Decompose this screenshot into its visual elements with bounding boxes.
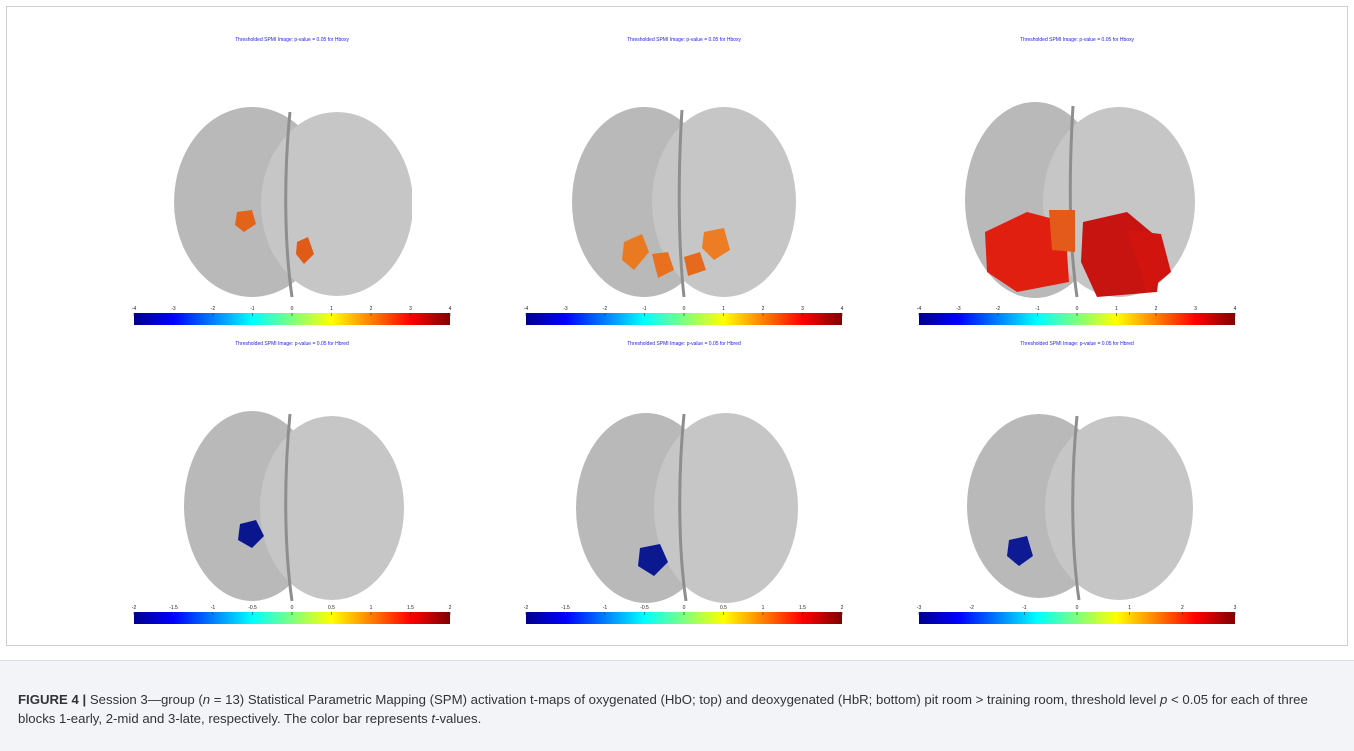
- colorbar-tick-label: -1: [211, 605, 216, 611]
- colorbar-tick-label: -1.5: [169, 605, 178, 611]
- panel-hbr-early: Thresholded SPMI Image: p-value = 0.05 f…: [102, 341, 482, 641]
- colorbar-tick-label: -3: [171, 306, 176, 312]
- colorbar-tick-label: -4: [524, 306, 528, 312]
- panel-title: Thresholded SPMI Image: p-value = 0.05 f…: [627, 341, 741, 347]
- colorbar-tick-label: 1.5: [407, 605, 414, 611]
- colorbar-tick-label: -4: [917, 306, 921, 312]
- colorbar-tick-label: -4: [132, 306, 136, 312]
- colorbar-tick-label: -0.5: [248, 605, 257, 611]
- brain-render: [572, 107, 796, 298]
- activation-region: [1049, 210, 1075, 252]
- colorbar-tick-label: -1: [642, 306, 647, 312]
- activation-region: [238, 520, 264, 548]
- caption-text: < 0.05 for each of three blocks 1-early,…: [18, 692, 1308, 726]
- panel-title: Thresholded SPMI Image: p-value = 0.05 f…: [234, 37, 350, 43]
- panel-title: Thresholded SPMI Image: p-value = 0.05 f…: [626, 37, 742, 43]
- colorbar-tick-label: -2: [524, 605, 528, 611]
- colorbar: -3 -2 -1 0 1 2 3: [917, 605, 1237, 624]
- colorbar-tick-label: 0.5: [328, 605, 335, 611]
- colorbar-tick-label: 2: [1181, 605, 1184, 611]
- brain-render: [965, 102, 1195, 298]
- colorbar-tick-label: 0: [1076, 306, 1079, 312]
- panel-hbr-mid: Thresholded SPMI Image: p-value = 0.05 f…: [494, 341, 874, 641]
- colorbar-tick-label: 2: [1155, 306, 1158, 312]
- colorbar-tick-label: 2: [449, 605, 452, 611]
- brain-render: [576, 413, 798, 603]
- colorbar-tick-label: 2: [762, 306, 765, 312]
- colorbar-tick-label: -3: [563, 306, 568, 312]
- colorbar-tick-label: 3: [1194, 306, 1197, 312]
- brain-render: [174, 107, 412, 298]
- panel-hbo-mid: Thresholded SPMI Image: p-value = 0.05 f…: [494, 37, 874, 337]
- colorbar-tick-label: -2: [996, 306, 1001, 312]
- brain-render: [184, 411, 404, 602]
- colorbar-tick-label: -3: [956, 306, 961, 312]
- colorbar-tick-label: 2: [841, 605, 844, 611]
- activation-region: [702, 228, 730, 260]
- colorbar-tick-label: 0: [291, 306, 294, 312]
- colorbar-tick-label: -1: [1035, 306, 1040, 312]
- activation-region: [652, 252, 674, 278]
- activation-region: [985, 212, 1069, 292]
- activation-region: [684, 252, 706, 276]
- colorbar-tick-label: 3: [409, 306, 412, 312]
- colorbar-tick-label: -2: [211, 306, 216, 312]
- activation-region: [622, 234, 649, 270]
- colorbar-tick-label: -1: [1022, 605, 1027, 611]
- panel-hbr-late: Thresholded SPMI Image: p-value = 0.05 f…: [887, 341, 1267, 641]
- colorbar-tick-label: 1: [722, 306, 725, 312]
- colorbar-tick-label: -1: [250, 306, 255, 312]
- caption-p: p: [1160, 692, 1168, 707]
- colorbar-tick-label: 1: [762, 605, 765, 611]
- colorbar-tick-label: 3: [801, 306, 804, 312]
- colorbar-tick-label: 0: [683, 605, 686, 611]
- colorbar-tick-label: 1: [1115, 306, 1118, 312]
- colorbar-tick-label: 4: [449, 306, 452, 312]
- colorbar-tick-label: 0.5: [720, 605, 727, 611]
- caption-text: -values.: [435, 711, 482, 726]
- brain-render: [967, 414, 1193, 601]
- colorbar-tick-label: 4: [841, 306, 844, 312]
- panel-title: Thresholded SPMI Image: p-value = 0.05 f…: [1020, 341, 1134, 347]
- colorbar-tick-label: 1: [330, 306, 333, 312]
- activation-region: [638, 544, 668, 576]
- colorbar-tick-label: -0.5: [640, 605, 649, 611]
- activation-region: [1007, 536, 1033, 566]
- colorbar-tick-label: -2: [969, 605, 974, 611]
- colorbar-tick-label: 4: [1234, 306, 1237, 312]
- caption-background: [0, 660, 1354, 751]
- colorbar: -4 -3 -2 -1 0 1 2 3 4: [524, 306, 844, 325]
- panel-title: Thresholded SPMI Image: p-value = 0.05 f…: [1019, 37, 1135, 43]
- colorbar: -4 -3 -2 -1 0 1 2 3 4: [132, 306, 452, 325]
- panel-hbo-early: Thresholded SPMI Image: p-value = 0.05 f…: [102, 37, 482, 337]
- colorbar-tick-label: 1.5: [799, 605, 806, 611]
- colorbar-tick-label: -1: [603, 605, 608, 611]
- colorbar: -4 -3 -2 -1 0 1 2 3 4: [917, 306, 1237, 325]
- colorbar-tick-label: 1: [370, 605, 373, 611]
- colorbar-tick-label: -2: [603, 306, 608, 312]
- colorbar-tick-label: -1.5: [561, 605, 570, 611]
- colorbar-tick-label: -3: [917, 605, 921, 611]
- figure-label: FIGURE 4 |: [18, 692, 87, 707]
- colorbar-tick-label: 0: [291, 605, 294, 611]
- colorbar-tick-label: 3: [1234, 605, 1237, 611]
- activation-region: [1127, 230, 1171, 292]
- colorbar-tick-label: 0: [1076, 605, 1079, 611]
- panel-title: Thresholded SPMI Image: p-value = 0.05 f…: [235, 341, 349, 347]
- colorbar-tick-label: -2: [132, 605, 136, 611]
- activation-region: [235, 210, 256, 232]
- activation-region: [296, 237, 314, 264]
- colorbar-tick-label: 0: [683, 306, 686, 312]
- caption-text: Session 3—group (: [86, 692, 203, 707]
- colorbar-tick-label: 2: [370, 306, 373, 312]
- colorbar-tick-label: 1: [1128, 605, 1131, 611]
- caption-t: t: [431, 711, 436, 726]
- panel-hbo-late: Thresholded SPMI Image: p-value = 0.05 f…: [887, 37, 1267, 337]
- caption-text: = 13) Statistical Parametric Mapping (SP…: [210, 692, 1161, 707]
- figure-caption: FIGURE 4 | Session 3—group (n = 13) Stat…: [18, 690, 1338, 728]
- colorbar: -2 -1.5 -1 -0.5 0 0.5 1 1.5 2: [132, 605, 452, 624]
- colorbar: -2 -1.5 -1 -0.5 0 0.5 1 1.5 2: [524, 605, 844, 624]
- figure-frame: Thresholded SPMI Image: p-value = 0.05 f…: [6, 6, 1348, 646]
- caption-n: n: [202, 692, 211, 707]
